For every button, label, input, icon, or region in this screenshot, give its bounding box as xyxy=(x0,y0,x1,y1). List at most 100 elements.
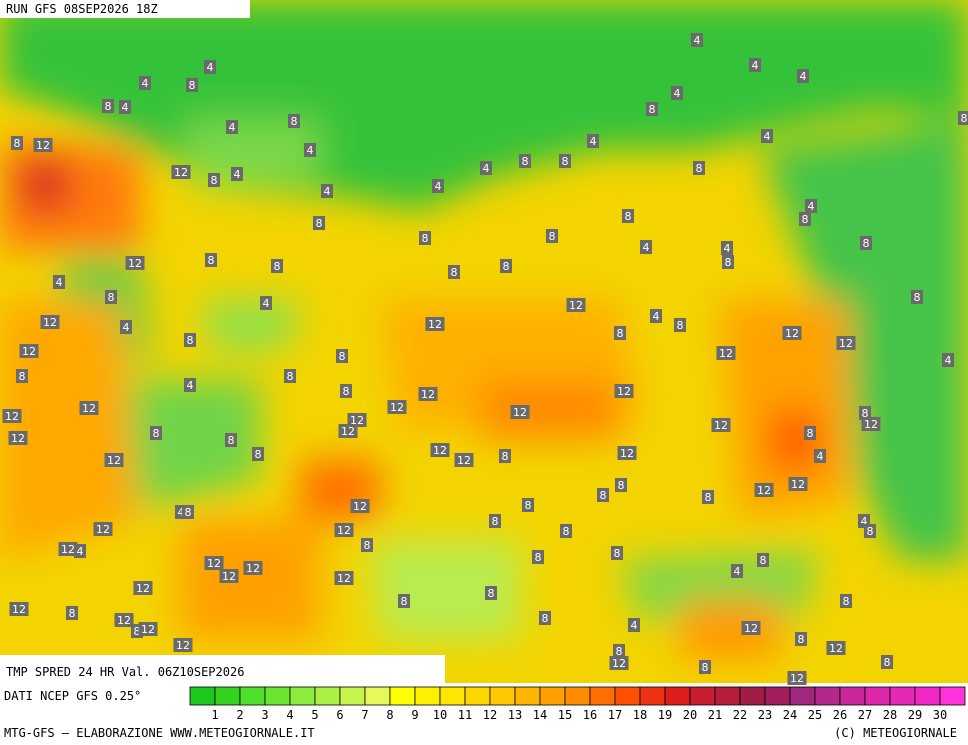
contour-label: 4 xyxy=(234,168,241,181)
contour-label: 12 xyxy=(107,454,121,467)
legend-swatch xyxy=(414,686,441,706)
contour-label-box xyxy=(699,660,711,674)
contour-label: 8 xyxy=(798,633,805,646)
contour-label-box xyxy=(489,514,501,528)
contour-label: 8 xyxy=(69,607,76,620)
contour-label-box xyxy=(958,111,968,125)
contour-label-box xyxy=(387,400,407,414)
contour-label: 12 xyxy=(341,425,355,438)
legend-swatch xyxy=(289,686,316,706)
run-label: RUN GFS 08SEP2026 18Z xyxy=(6,2,158,16)
contour-label-box xyxy=(184,333,196,347)
contour-label-box xyxy=(640,240,652,254)
contour-label: 4 xyxy=(861,515,868,528)
contour-label: 8 xyxy=(696,162,703,175)
contour-label: 8 xyxy=(401,595,408,608)
contour-label-box xyxy=(104,453,124,467)
contour-label-box xyxy=(205,253,217,267)
contour-label: 8 xyxy=(614,547,621,560)
contour-label-box xyxy=(430,443,450,457)
legend-swatch xyxy=(914,686,941,706)
contour-label: 8 xyxy=(503,260,510,273)
contour-label: 8 xyxy=(562,155,569,168)
contour-label-box xyxy=(138,622,158,636)
legend-value: 7 xyxy=(361,708,368,722)
contour-label-box xyxy=(716,346,736,360)
contour-label: 12 xyxy=(337,524,351,537)
contour-label-box xyxy=(840,594,852,608)
contour-label: 12 xyxy=(617,385,631,398)
contour-label: 4 xyxy=(734,565,741,578)
contour-label: 8 xyxy=(316,217,323,230)
contour-label-box xyxy=(859,406,871,420)
contour-label: 8 xyxy=(274,260,281,273)
contour-label: 12 xyxy=(207,557,221,570)
contour-label: 12 xyxy=(353,500,367,513)
legend-value: 5 xyxy=(311,708,318,722)
contour-label-box xyxy=(79,401,99,415)
legend-value: 6 xyxy=(336,708,343,722)
contour-label: 8 xyxy=(339,350,346,363)
legend-value: 1 xyxy=(211,708,218,722)
legend-value: 13 xyxy=(508,708,522,722)
contour-label-box xyxy=(226,120,238,134)
legend-swatch xyxy=(214,686,241,706)
contour-label-box xyxy=(597,488,609,502)
legend-value: 14 xyxy=(533,708,547,722)
contour-label-box xyxy=(693,161,705,175)
legend-value: 10 xyxy=(433,708,447,722)
legend-value: 26 xyxy=(833,708,847,722)
legend-value: 19 xyxy=(658,708,672,722)
contour-label-box xyxy=(252,447,264,461)
contour-label-box xyxy=(243,561,263,575)
legend-swatch xyxy=(889,686,916,706)
legend-swatch xyxy=(789,686,816,706)
contour-label: 8 xyxy=(451,266,458,279)
contour-label: 12 xyxy=(117,614,131,627)
contour-label-box xyxy=(398,594,410,608)
contour-label-box xyxy=(499,449,511,463)
contour-label-box xyxy=(19,344,39,358)
contour-label-box xyxy=(11,136,23,150)
contour-label-box xyxy=(559,154,571,168)
source-label: DATI NCEP GFS 0.25° xyxy=(4,689,141,703)
contour-label-box xyxy=(613,644,625,658)
legend-value: 28 xyxy=(883,708,897,722)
contour-label: 8 xyxy=(364,539,371,552)
contour-label: 8 xyxy=(600,489,607,502)
contour-label-box xyxy=(864,524,876,538)
contour-label: 8 xyxy=(549,230,556,243)
contour-label-box xyxy=(539,611,551,625)
contour-label-box xyxy=(611,546,623,560)
contour-label-box xyxy=(448,265,460,279)
contour-label-box xyxy=(646,102,658,116)
contour-label: 12 xyxy=(744,622,758,635)
contour-label-box xyxy=(826,641,846,655)
legend-value: 12 xyxy=(483,708,497,722)
contour-label: 8 xyxy=(677,319,684,332)
contour-label: 4 xyxy=(674,87,681,100)
contour-label-box xyxy=(231,167,243,181)
contour-label-box xyxy=(334,523,354,537)
contour-label: 4 xyxy=(800,70,807,83)
contour-label: 4 xyxy=(764,130,771,143)
legend-value: 22 xyxy=(733,708,747,722)
contour-label: 4 xyxy=(142,77,149,90)
contour-label: 8 xyxy=(291,115,298,128)
contour-label-box xyxy=(184,378,196,392)
contour-label-box xyxy=(614,384,634,398)
contour-label: 8 xyxy=(807,427,814,440)
legend-swatch xyxy=(464,686,491,706)
legend-value: 16 xyxy=(583,708,597,722)
legend-swatch xyxy=(714,686,741,706)
contour-label-box xyxy=(702,490,714,504)
contour-label: 8 xyxy=(211,174,218,187)
contour-label: 12 xyxy=(96,523,110,536)
contour-label-box xyxy=(510,405,530,419)
contour-label: 4 xyxy=(324,185,331,198)
contour-label: 8 xyxy=(422,232,429,245)
contour-label: 12 xyxy=(350,414,364,427)
contour-label: 8 xyxy=(189,79,196,92)
contour-label: 8 xyxy=(153,427,160,440)
contour-label-box xyxy=(102,99,114,113)
